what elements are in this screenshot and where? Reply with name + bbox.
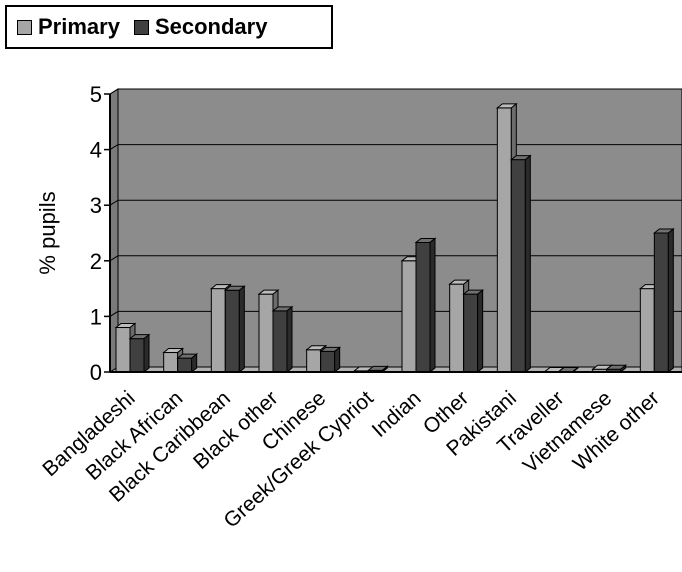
bar-secondary-7: [462, 289, 485, 374]
legend-item-secondary: Secondary: [133, 14, 268, 40]
bar-front: [115, 327, 131, 373]
plot-area: [108, 88, 682, 373]
bar-front: [401, 260, 417, 373]
bar-side: [286, 305, 293, 374]
bar-front: [177, 357, 193, 373]
gridline: [109, 255, 682, 262]
gridlines: [109, 88, 682, 317]
y-axis-label: % pupils: [35, 191, 60, 274]
legend-label-primary: Primary: [38, 14, 120, 39]
bar-secondary-1: [176, 353, 199, 374]
bar-front: [463, 293, 479, 373]
legend-swatch-primary: [17, 19, 32, 35]
plot-back-wall: [117, 88, 682, 368]
bar-front: [653, 232, 669, 373]
bar-side: [334, 346, 341, 374]
y-tick-label: 5: [90, 82, 102, 107]
y-tick-label: 0: [90, 360, 102, 385]
bar-side: [238, 285, 245, 374]
bar-front: [272, 310, 288, 373]
gridline: [109, 88, 682, 95]
bar-side: [524, 154, 531, 374]
bar-side: [429, 237, 436, 374]
bar-secondary-6: [414, 237, 437, 374]
legend-swatch-secondary: [133, 19, 149, 35]
bar-front: [449, 283, 465, 373]
bar-front: [306, 349, 322, 373]
legend-item-primary: Primary: [17, 14, 120, 40]
bar-primary-1: [162, 347, 185, 374]
bar-front: [320, 350, 336, 373]
bar-side: [667, 227, 674, 374]
bars: [114, 102, 675, 374]
y-tick-labels: 0 1 2 3 4 5: [90, 82, 102, 385]
bar-front: [210, 288, 226, 373]
bar-front: [224, 289, 240, 373]
legend-label-secondary: Secondary: [154, 14, 268, 39]
x-tick-label: Indian: [368, 387, 426, 442]
bar-secondary-0: [128, 333, 151, 374]
gridline: [109, 144, 682, 151]
y-tick-label: 1: [90, 304, 102, 329]
gridline: [109, 199, 682, 206]
bar-secondary-4: [319, 346, 342, 374]
bar-secondary-11: [652, 227, 675, 374]
bar-side: [477, 289, 484, 374]
y-tick-label: 3: [90, 193, 102, 218]
gridline: [109, 310, 682, 317]
bar-front: [258, 293, 274, 373]
bar-front: [496, 107, 512, 373]
y-tick-label: 2: [90, 249, 102, 274]
bar-front: [510, 159, 526, 373]
chart-legend: Primary Secondary: [5, 5, 333, 49]
bar-side: [191, 353, 198, 374]
bar-front: [415, 241, 431, 373]
y-tick-label: 4: [90, 138, 102, 163]
bar-front: [163, 352, 179, 373]
bar-front: [639, 288, 655, 373]
bar-secondary-8: [509, 154, 532, 374]
bar-secondary-3: [271, 305, 294, 374]
bar-secondary-2: [223, 285, 246, 374]
axes: [104, 93, 682, 373]
bar-side: [143, 333, 150, 374]
bar-front: [129, 338, 145, 373]
